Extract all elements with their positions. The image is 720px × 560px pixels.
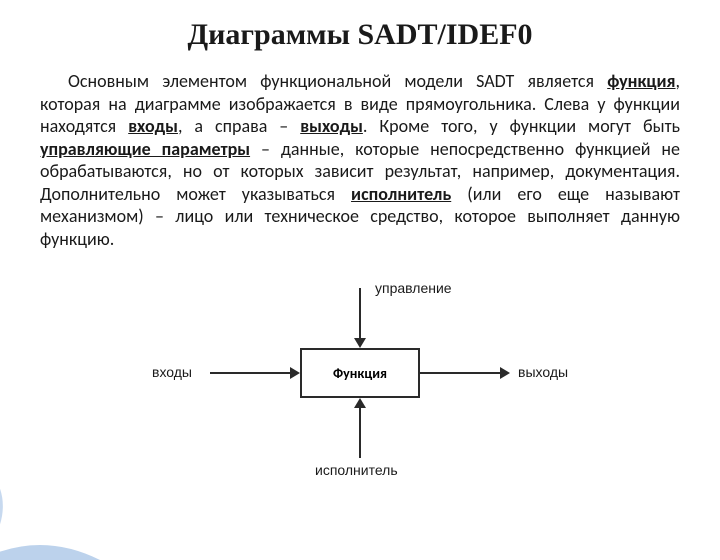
inputs-arrow <box>210 372 292 374</box>
control-arrow-head <box>354 338 366 348</box>
inputs-arrow-head <box>290 367 300 379</box>
control-label: управление <box>375 280 452 296</box>
description-paragraph: Основным элементом функциональной модели… <box>40 70 680 250</box>
mechanism-arrow <box>359 406 361 458</box>
outputs-label: выходы <box>518 364 568 380</box>
inputs-label: входы <box>152 364 192 380</box>
outputs-arrow-head <box>500 367 510 379</box>
page-title: Диаграммы SADT/IDEF0 <box>40 18 680 52</box>
mechanism-arrow-head <box>354 398 366 408</box>
diagram-container: Функция входы выходы управление исполнитель <box>40 268 680 478</box>
sadt-diagram: Функция входы выходы управление исполнитель <box>150 268 570 478</box>
outputs-arrow <box>420 372 502 374</box>
mechanism-label: исполнитель <box>315 462 398 478</box>
function-box: Функция <box>300 348 420 398</box>
control-arrow <box>359 288 361 340</box>
